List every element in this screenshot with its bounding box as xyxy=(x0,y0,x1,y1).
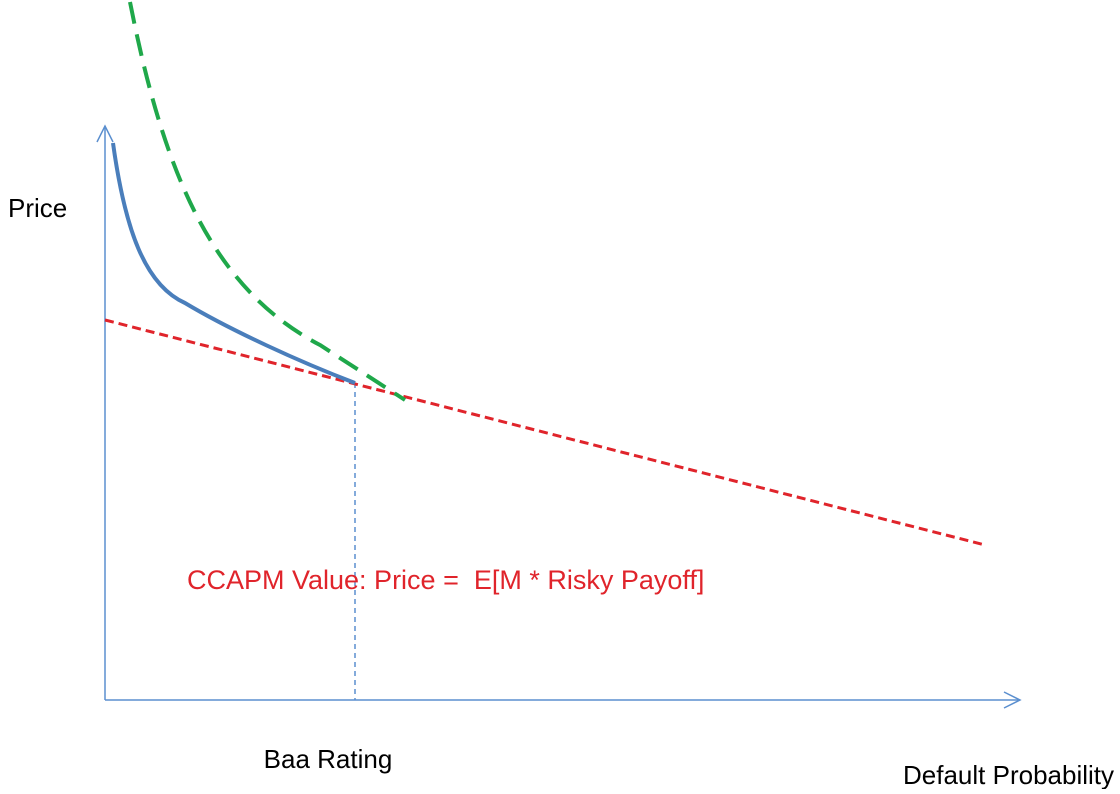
y-axis-label: Price xyxy=(8,193,67,223)
marker-label: Baa Rating xyxy=(264,744,393,774)
green-curve xyxy=(128,1,407,402)
x-axis-label: Default Probability xyxy=(903,760,1114,789)
annotation: CCAPM Value: Price = E[M * Risky Payoff] xyxy=(187,565,704,595)
ccapm-line xyxy=(104,318,986,547)
blue-curve xyxy=(111,142,356,385)
